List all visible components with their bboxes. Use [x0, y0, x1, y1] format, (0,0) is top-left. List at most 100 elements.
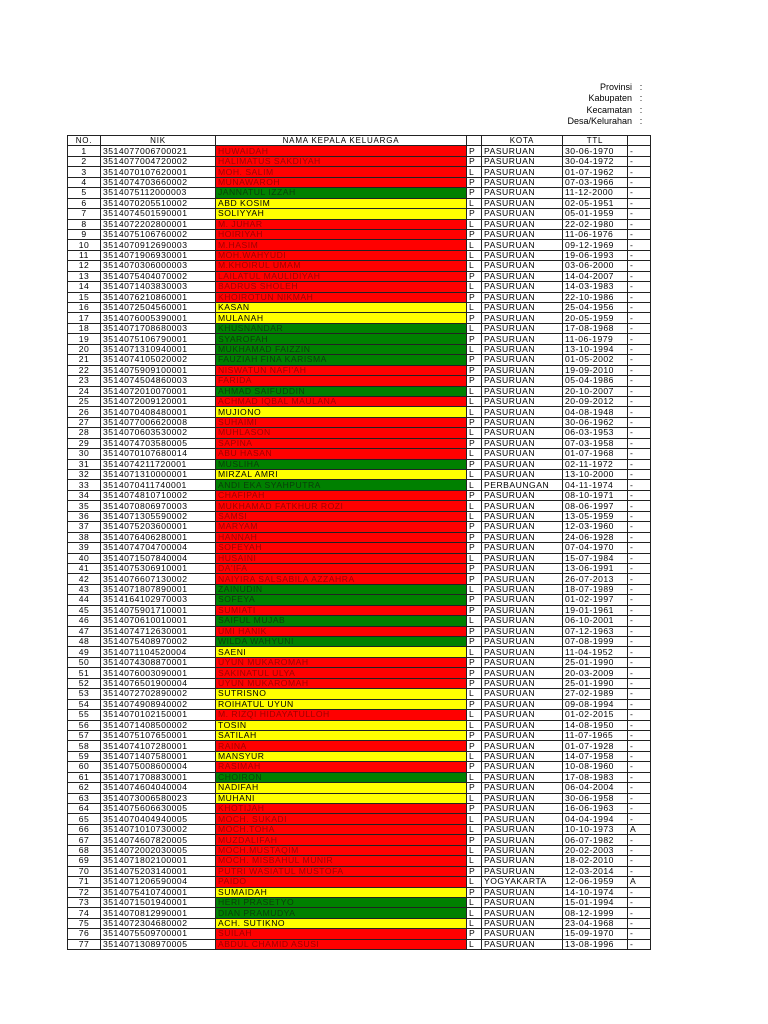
cell-kota: PASURUAN — [481, 301, 563, 314]
cell-kota: PASURUAN — [481, 354, 563, 366]
cell-extra: - — [627, 448, 651, 460]
cell-extra: - — [627, 917, 651, 930]
cell-kota: PASURUAN — [481, 928, 563, 940]
cell-ttl: 01-07-1962 — [562, 166, 628, 178]
cell-name: UYUN MUKAROMAH — [215, 656, 467, 669]
cell-no: 52 — [67, 677, 101, 690]
cell-ttl: 01-05-2002 — [562, 354, 628, 366]
cell-name: HERI PRASETYO — [215, 896, 467, 909]
table-row: 31 3514074211720001 MUSLIHA P PASURUAN 02-11-… — [67, 458, 651, 471]
table-row: 58 3514074107280001 RAINA P PASURUAN 01-07-19… — [67, 740, 651, 752]
cell-no: 70 — [67, 865, 101, 878]
cell-no: 28 — [67, 427, 101, 439]
cell-ttl: 23-04-1968 — [562, 917, 628, 930]
cell-extra: - — [627, 865, 651, 878]
cell-name: UYUN MUKAROMAH — [215, 677, 467, 690]
cell-sex: L — [466, 552, 482, 564]
cell-kota: PASURUAN — [481, 709, 563, 721]
cell-kota: PASURUAN — [481, 813, 563, 825]
cell-no: 36 — [67, 510, 101, 523]
cell-nik: 3514074604040004 — [100, 782, 216, 794]
table-row: 36 3514071305590002 SAMSI L PASURUAN 13-05-19… — [67, 510, 651, 523]
cell-nik: 3514071310000001 — [100, 468, 216, 481]
cell-no: 59 — [67, 750, 101, 763]
cell-nik: 3514071708680003 — [100, 322, 216, 335]
table-row: 1 3514077006700021 HUWAIDAH P PASURUAN 30-06-… — [67, 145, 651, 157]
cell-no: 67 — [67, 834, 101, 846]
cell-sex: L — [466, 301, 482, 314]
cell-nik: 3514070812990001 — [100, 907, 216, 919]
table-row: 56 3514071408500002 TOSIN L PASURUAN 14-08-19… — [67, 719, 651, 731]
cell-nik: 3514076005390001 — [100, 312, 216, 324]
cell-name: MUJIONO — [215, 406, 467, 418]
table-row: 18 3514071708680003 KHUSNANDAR L PASURUAN 17-… — [67, 322, 651, 335]
cell-kota: PASURUAN — [481, 489, 563, 502]
cell-sex: P — [466, 228, 482, 241]
cell-no: 55 — [67, 709, 101, 721]
table-row: 67 3514074607820005 MUZDALIFAH P PASURUAN 06-… — [67, 834, 651, 846]
cell-no: 39 — [67, 542, 101, 554]
cell-kota: PASURUAN — [481, 260, 563, 272]
table-row: 20 3514071310940001 MUKHAMAD FAIZZIN L PASUR… — [67, 343, 651, 356]
cell-sex: L — [466, 166, 482, 178]
cell-nik: 3514072304680002 — [100, 917, 216, 930]
cell-nik: 3514071507840004 — [100, 552, 216, 564]
cell-ttl: 11-07-1965 — [562, 729, 628, 742]
cell-sex: P — [466, 187, 482, 199]
table-row: 39 3514074704700004 SOFEYAH P PASURUAN 07-04-… — [67, 542, 651, 554]
table-row: 47 3514074712630001 UMI HANIK P PASURUAN 07-1… — [67, 625, 651, 638]
table-row: 52 3514076501900004 UYUN MUKAROMAH P PASURUA… — [67, 677, 651, 690]
cell-ttl: 13-10-2000 — [562, 468, 628, 481]
cell-extra: - — [627, 406, 651, 418]
cell-ttl: 07-12-1963 — [562, 625, 628, 638]
cell-kota: PASURUAN — [481, 782, 563, 794]
cell-sex: L — [466, 709, 482, 721]
cell-sex: P — [466, 782, 482, 794]
cell-nik: 3514075203600001 — [100, 521, 216, 533]
cell-ttl: 02-05-1951 — [562, 197, 628, 210]
cell-ttl: 01-02-1997 — [562, 594, 628, 606]
table-row: 66 3514071010730002 MOCH.TOHA L PASURUAN 10-1… — [67, 823, 651, 836]
cell-kota: PASURUAN — [481, 844, 563, 857]
cell-extra: - — [627, 395, 651, 408]
cell-nik: 3514071501940001 — [100, 896, 216, 909]
cell-name: CHOIRON — [215, 771, 467, 784]
cell-sex: L — [466, 771, 482, 784]
table-row: 38 3514076406280001 HANNAH P PASURUAN 24-06-1… — [67, 531, 651, 544]
cell-extra: - — [627, 197, 651, 210]
cell-no: 53 — [67, 688, 101, 700]
cell-extra: - — [627, 761, 651, 773]
cell-sex: L — [466, 249, 482, 262]
field-label: Kabupaten — [588, 93, 632, 104]
cell-name: KHUSNANDAR — [215, 322, 467, 335]
cell-sex: P — [466, 333, 482, 345]
cell-ttl: 01-07-1928 — [562, 740, 628, 752]
cell-extra: - — [627, 928, 651, 940]
table-row: 28 3514070603530002 MUHLASON L PASURUAN 06-03… — [67, 427, 651, 439]
cell-kota: PASURUAN — [481, 521, 563, 533]
cell-kota: PASURUAN — [481, 719, 563, 731]
cell-extra: - — [627, 896, 651, 909]
cell-name: AHMAD SAIFUDDIN — [215, 385, 467, 397]
cell-ttl: 20-02-2003 — [562, 844, 628, 857]
cell-name: KHOTIJAH — [215, 802, 467, 815]
cell-kota: PASURUAN — [481, 604, 563, 617]
cell-nik: 3514072202800001 — [100, 218, 216, 230]
table-row: 59 3514071407580001 MANSYUR L PASURUAN 14-07-… — [67, 750, 651, 763]
cell-nik: 3514071310940001 — [100, 343, 216, 356]
cell-extra: - — [627, 542, 651, 554]
table-row: 74 3514070812990001 DIAN PRAMUDYA L PASURUAN… — [67, 907, 651, 919]
table-row: 25 3514072009120001 ACHMAD IQBAL MAULANA L P… — [67, 395, 651, 408]
cell-extra: - — [627, 427, 651, 439]
cell-nik: 3514076501900004 — [100, 677, 216, 690]
cell-name: MUHANI — [215, 792, 467, 805]
cell-extra: - — [627, 792, 651, 805]
cell-ttl: 07-04-1970 — [562, 542, 628, 554]
cell-nik: 3514077006700021 — [100, 145, 216, 157]
table-row: 29 3514074703580005 SAPINA P PASURUAN 07-03-1… — [67, 437, 651, 450]
cell-nik: 3514075106790001 — [100, 333, 216, 345]
cell-name: DA'IFA — [215, 562, 467, 575]
cell-no: 14 — [67, 281, 101, 293]
cell-name: HOIRIYAH — [215, 228, 467, 241]
cell-name: RASIMAH — [215, 761, 467, 773]
